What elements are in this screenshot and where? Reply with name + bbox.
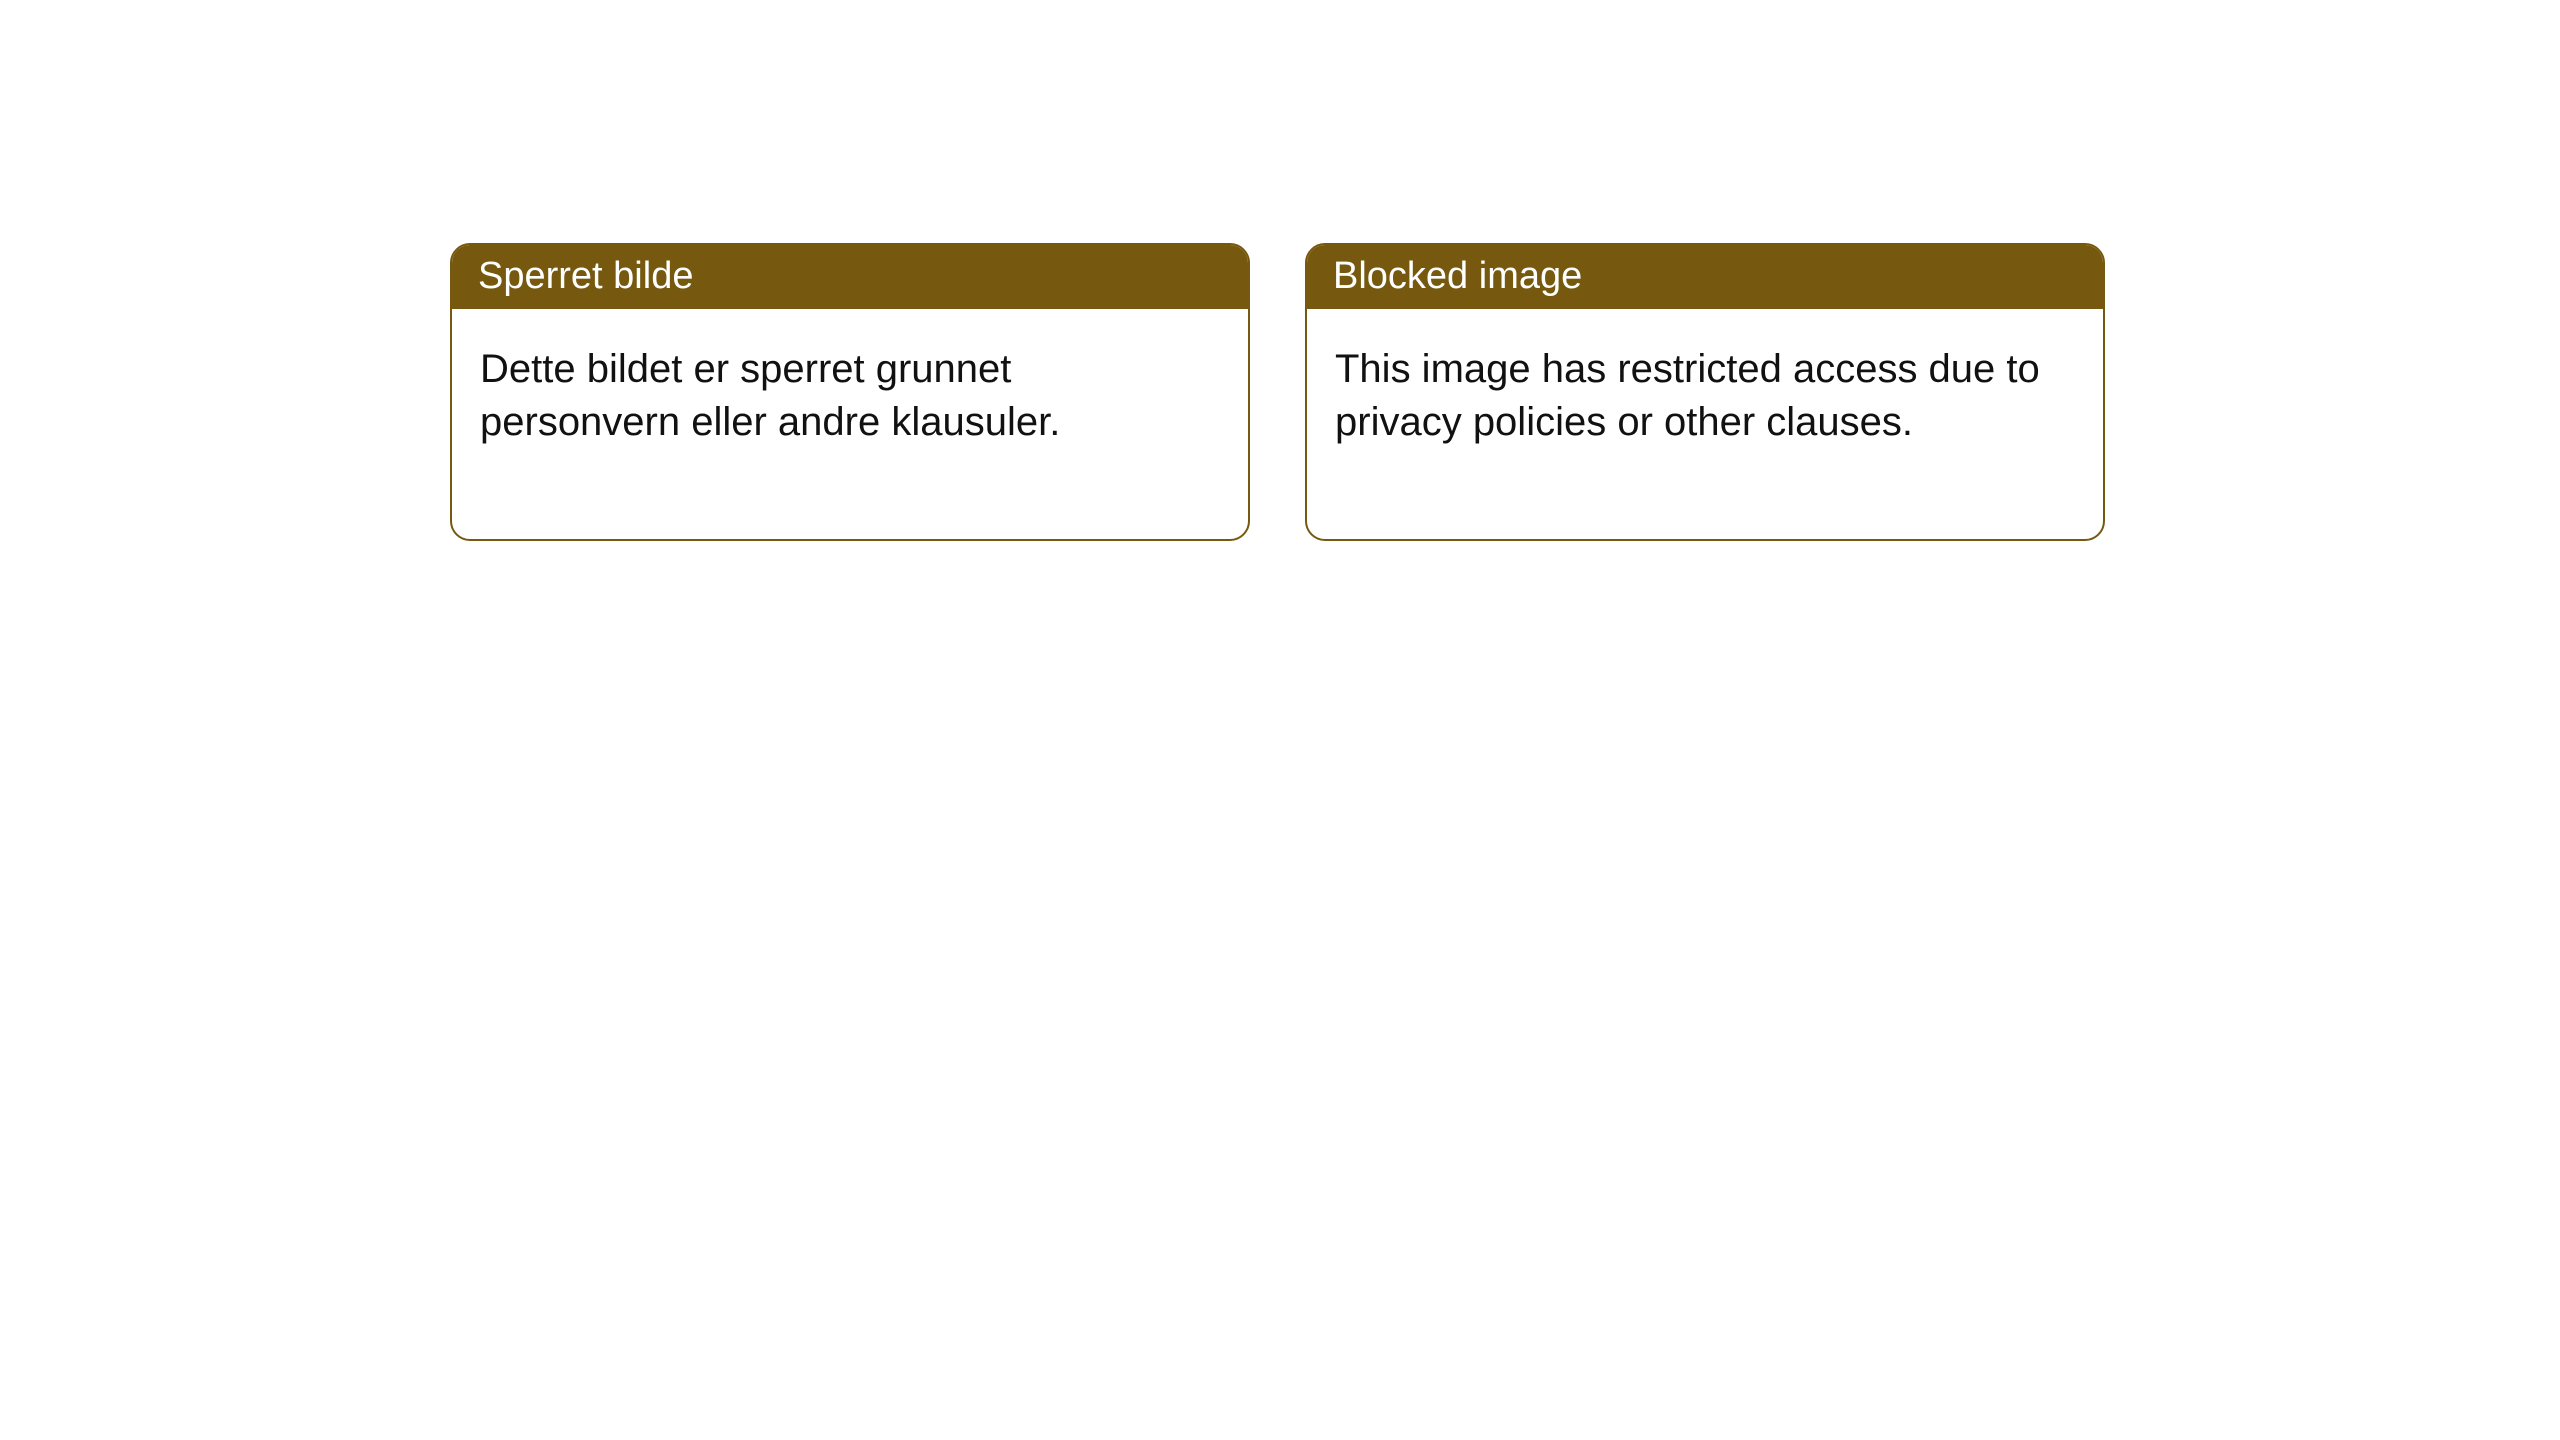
notice-card-en: Blocked image This image has restricted … <box>1305 243 2105 541</box>
notice-body-no: Dette bildet er sperret grunnet personve… <box>452 309 1248 539</box>
notice-row: Sperret bilde Dette bildet er sperret gr… <box>450 243 2105 541</box>
notice-card-no: Sperret bilde Dette bildet er sperret gr… <box>450 243 1250 541</box>
notice-title-no: Sperret bilde <box>452 245 1248 309</box>
notice-title-en: Blocked image <box>1307 245 2103 309</box>
notice-body-en: This image has restricted access due to … <box>1307 309 2103 539</box>
